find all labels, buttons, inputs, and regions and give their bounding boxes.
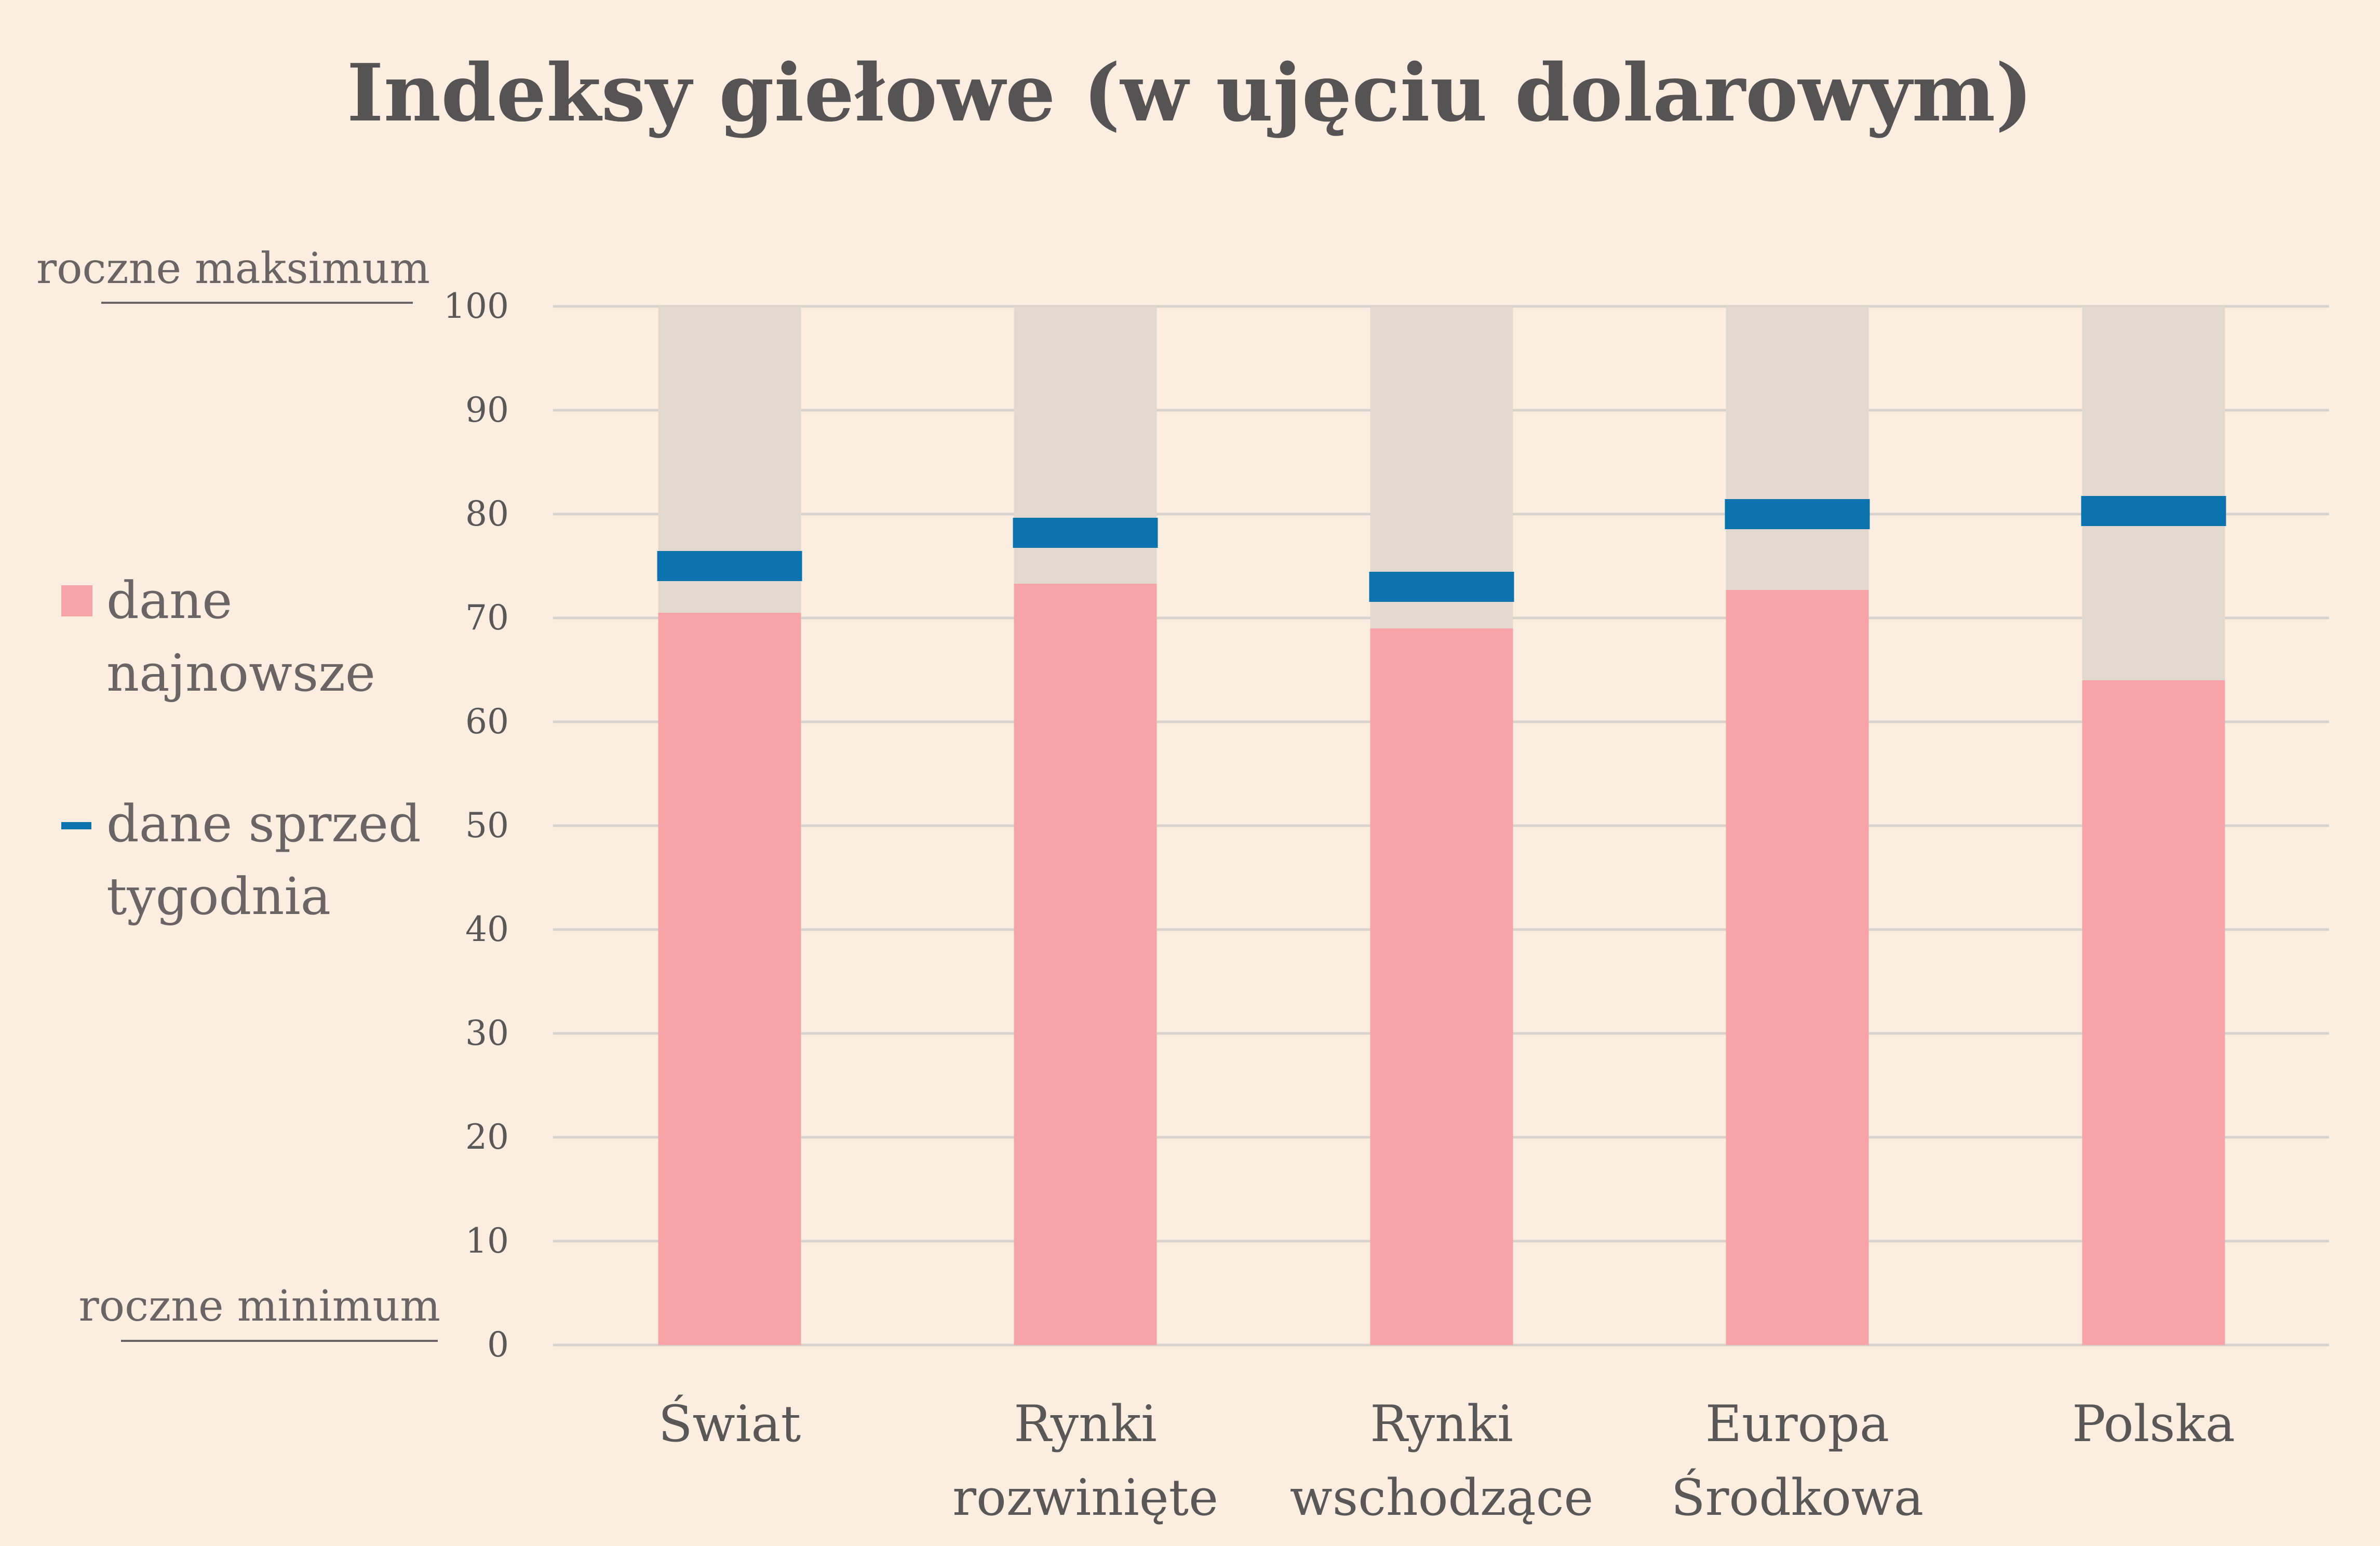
legend-swatch-week-ago bbox=[61, 822, 91, 829]
y-tick-label-40: 40 bbox=[465, 909, 509, 949]
category-label-3-line-1: Środkowa bbox=[1671, 1469, 1924, 1527]
marker-week-ago-2 bbox=[1369, 572, 1514, 602]
y-tick-label-30: 30 bbox=[465, 1013, 509, 1053]
annotation-annual-min: roczne minimum bbox=[79, 1282, 440, 1331]
legend-label-week-ago-line-0: dane sprzed bbox=[106, 795, 421, 854]
marker-week-ago-1 bbox=[1013, 518, 1158, 548]
category-label-4-line-0: Polska bbox=[2072, 1395, 2235, 1453]
legend-label-latest-line-0: dane bbox=[106, 571, 232, 630]
y-tick-label-90: 90 bbox=[465, 390, 509, 430]
chart-title: Indeksy giełowe (w ujęciu dolarowym) bbox=[347, 46, 2033, 139]
category-label-1-line-1: rozwinięte bbox=[952, 1469, 1218, 1527]
y-tick-label-0: 0 bbox=[487, 1325, 509, 1365]
category-label-3-line-0: Europa bbox=[1705, 1395, 1889, 1453]
y-tick-label-70: 70 bbox=[465, 598, 509, 638]
y-tick-label-80: 80 bbox=[465, 494, 509, 534]
legend-label-week-ago-line-1: tygodnia bbox=[106, 867, 331, 926]
marker-week-ago-3 bbox=[1725, 499, 1870, 529]
bar-latest-1 bbox=[1014, 584, 1157, 1345]
annotation-annual-max: roczne maksimum bbox=[36, 244, 430, 293]
legend-label-latest-line-1: najnowsze bbox=[106, 644, 375, 703]
y-tick-label-10: 10 bbox=[465, 1221, 509, 1261]
y-tick-label-50: 50 bbox=[465, 805, 509, 845]
category-label-0-line-0: Świat bbox=[658, 1395, 801, 1453]
y-tick-label-60: 60 bbox=[465, 702, 509, 742]
category-label-2-line-0: Rynki bbox=[1370, 1395, 1513, 1453]
bar-latest-2 bbox=[1370, 628, 1513, 1345]
y-tick-label-100: 100 bbox=[443, 286, 509, 326]
category-label-2-line-1: wschodzące bbox=[1290, 1469, 1594, 1527]
bar-latest-0 bbox=[658, 613, 801, 1345]
marker-week-ago-4 bbox=[2081, 496, 2226, 526]
y-tick-label-20: 20 bbox=[465, 1117, 509, 1157]
bar-latest-3 bbox=[1726, 590, 1869, 1345]
legend-swatch-latest bbox=[61, 585, 92, 616]
category-label-1-line-0: Rynki bbox=[1014, 1395, 1157, 1453]
bar-latest-4 bbox=[2082, 680, 2225, 1345]
marker-week-ago-0 bbox=[657, 551, 802, 581]
